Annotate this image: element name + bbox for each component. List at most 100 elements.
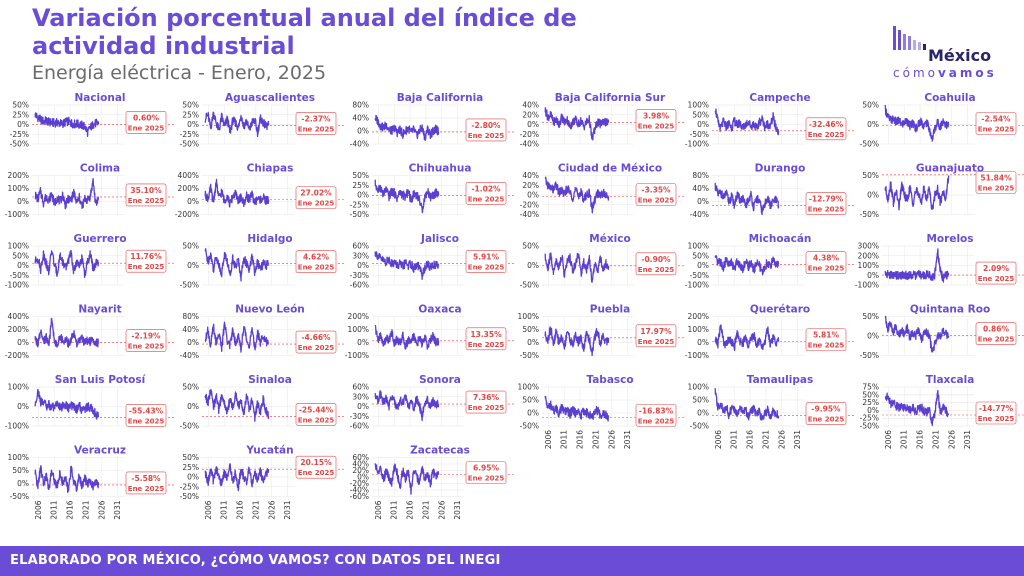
mini-chart-nuevo-león: Nuevo León 80% 40% 0% -40% -4.66% Ene 2025 [180, 304, 344, 360]
footer-bar: ELABORADO POR MÉXICO, ¿CÓMO VAMOS? CON D… [0, 546, 1024, 576]
series-line [34, 317, 100, 348]
chart-title: Sinaloa [248, 374, 292, 386]
y-tick-label: 40% [522, 171, 539, 180]
chart-title: Querétaro [750, 304, 810, 316]
series-line [714, 388, 780, 421]
value-label: -16.83% [639, 406, 674, 415]
y-tick-label: 50% [12, 251, 29, 260]
series-line [374, 324, 440, 350]
date-label: Ene 2025 [638, 266, 675, 274]
value-label-box [975, 112, 1017, 135]
y-tick-label: 50% [862, 171, 879, 180]
series-line [714, 324, 780, 352]
mini-chart-veracruz: Veracruz 100% 50% 0% -50% -5.58% Ene 2025 2006 2… [8, 445, 174, 520]
y-tick-label: 20% [522, 181, 539, 190]
y-tick-label: -100% [5, 210, 29, 219]
date-label: Ene 2025 [468, 132, 505, 140]
y-tick-label: -50% [690, 422, 709, 431]
y-tick-label: 25% [12, 110, 29, 119]
y-tick-label: 0% [17, 120, 29, 129]
y-tick-label: 0% [527, 409, 539, 418]
logo: México cómovamos [893, 24, 1003, 84]
value-label: 20.15% [300, 458, 332, 467]
y-tick-label: 0% [527, 191, 539, 200]
date-label: Ene 2025 [808, 416, 845, 424]
y-tick-label: 25% [182, 463, 199, 472]
value-label-box [295, 330, 337, 354]
chart-title: Puebla [590, 304, 631, 316]
series-line [34, 388, 100, 420]
y-tick-label: -50% [860, 422, 879, 431]
mini-chart-baja-california-sur: Baja California Sur 40%20%0%-20%-40% 3.98%… [520, 92, 684, 149]
y-tick-label: 0% [527, 261, 539, 270]
y-tick-label: 20% [352, 466, 369, 475]
series-line [884, 248, 950, 283]
series-line [34, 465, 100, 493]
series-line [544, 176, 610, 214]
y-tick-label: -30% [350, 412, 369, 421]
y-tick-label: 50% [182, 383, 199, 392]
y-tick-label: -50% [690, 271, 709, 280]
value-label: -32.46% [809, 120, 844, 129]
date-label: Ene 2025 [128, 197, 165, 205]
value-label-box [635, 404, 677, 427]
series-line [374, 114, 440, 142]
y-tick-label: 0% [527, 338, 539, 347]
value-label: -1.02% [471, 184, 501, 193]
mini-chart-michoacán: Michoacán 100%50%0%-50%-100% 4.38% Ene 2025 [685, 233, 854, 290]
date-label: Ene 2025 [808, 206, 845, 214]
y-tick-label: 60% [352, 383, 369, 392]
chart-title: Guerrero [73, 233, 126, 245]
date-label: Ene 2025 [298, 344, 335, 352]
date-label: Ene 2025 [468, 404, 505, 412]
chart-title: Zacatecas [410, 445, 470, 457]
mini-chart-sonora: Sonora 60%30%0%-30%-60% 7.36% Ene 2025 [350, 374, 514, 431]
chart-title: Nayarit [78, 304, 121, 316]
x-tick-label: 2006 [34, 500, 43, 519]
mini-chart-yucatán: Yucatán 50%25%0%-25%-50% 20.15% Ene 2025 200… [180, 445, 344, 520]
y-tick-label: 0% [357, 473, 369, 482]
x-tick-label: 2016 [66, 500, 75, 519]
date-label: Ene 2025 [468, 264, 505, 272]
y-tick-label: 0% [187, 120, 199, 129]
chart-title: San Luis Potosí [55, 374, 147, 386]
value-label-box [635, 183, 677, 206]
value-label: -0.90% [641, 255, 671, 264]
mini-chart-guanajuato: Guanajuato 50% 0% -50% 51.84% Ene 2025 [860, 163, 1024, 219]
y-tick-label: -100% [685, 281, 709, 290]
chart-title: Sonora [419, 374, 461, 386]
y-tick-label: 100% [348, 325, 369, 334]
y-tick-label: -200% [175, 210, 199, 219]
value-label: -2.37% [301, 114, 331, 123]
logo-tagline-a: cómo [893, 66, 938, 80]
y-tick-label: -40% [180, 351, 199, 360]
y-tick-label: -100% [685, 140, 709, 149]
value-label-box [125, 471, 167, 495]
y-tick-label: 0% [697, 197, 709, 206]
x-tick-label: 2031 [793, 430, 802, 449]
series-line [884, 175, 950, 211]
mini-chart-campeche: Campeche 100%50%0%-50%-100% -32.46% Ene 202… [685, 92, 854, 149]
date-label: Ene 2025 [638, 123, 675, 131]
x-tick-label: 2021 [591, 430, 600, 449]
x-tick-label: 2011 [220, 500, 229, 519]
series-line [544, 326, 610, 357]
chart-title: Quintana Roo [910, 304, 990, 316]
y-tick-label: -50% [10, 140, 29, 149]
logo-tagline-b: vamos [937, 66, 997, 80]
y-tick-label: 100% [518, 312, 539, 321]
y-tick-label: 100% [8, 383, 29, 392]
x-tick-label: 2021 [251, 500, 260, 519]
y-tick-label: -50% [690, 130, 709, 139]
date-label: Ene 2025 [128, 343, 165, 351]
value-label-box [295, 112, 337, 135]
chart-title: Ciudad de México [558, 163, 662, 175]
value-label-box [295, 403, 337, 426]
y-tick-label: 0% [17, 197, 29, 206]
y-tick-label: 25% [862, 398, 879, 407]
mini-chart-zacatecas: Zacatecas 60%40%20%0%-20%-40%-60% 6.95% Ene… [350, 445, 514, 520]
y-tick-label: 0% [697, 120, 709, 129]
value-label: -25.44% [299, 405, 334, 414]
value-label: -2.19% [131, 332, 161, 341]
date-label: Ene 2025 [468, 195, 505, 203]
